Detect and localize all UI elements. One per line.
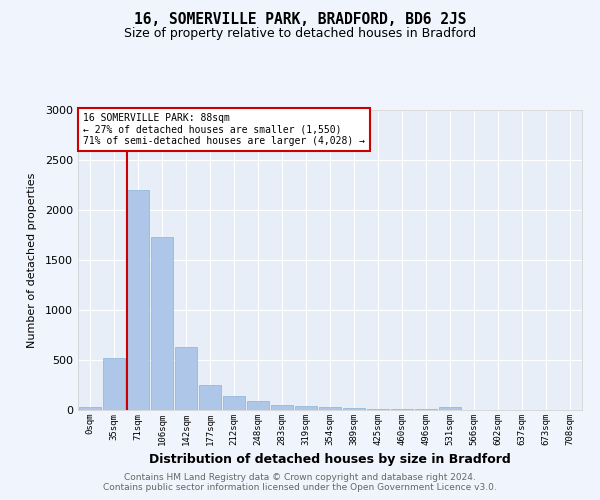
Bar (103, 358, 125, 410)
Bar (439, 407, 461, 410)
Bar (127, 190, 149, 410)
Bar (79, 407, 101, 410)
Text: Size of property relative to detached houses in Bradford: Size of property relative to detached ho… (124, 28, 476, 40)
Text: Contains HM Land Registry data © Crown copyright and database right 2024.: Contains HM Land Registry data © Crown c… (124, 474, 476, 482)
Y-axis label: Number of detached properties: Number of detached properties (26, 172, 37, 348)
Bar (199, 384, 221, 410)
Bar (367, 408, 389, 410)
Bar (319, 407, 341, 410)
X-axis label: Distribution of detached houses by size in Bradford: Distribution of detached houses by size … (149, 454, 511, 466)
Bar (175, 347, 197, 410)
Bar (271, 404, 293, 410)
Bar (391, 409, 413, 410)
Bar (223, 396, 245, 410)
Bar (295, 406, 317, 410)
Bar (343, 408, 365, 410)
Text: 16 SOMERVILLE PARK: 88sqm
← 27% of detached houses are smaller (1,550)
71% of se: 16 SOMERVILLE PARK: 88sqm ← 27% of detac… (83, 113, 365, 146)
Text: 16, SOMERVILLE PARK, BRADFORD, BD6 2JS: 16, SOMERVILLE PARK, BRADFORD, BD6 2JS (134, 12, 466, 28)
Bar (151, 237, 173, 410)
Text: Contains public sector information licensed under the Open Government Licence v3: Contains public sector information licen… (103, 484, 497, 492)
Bar (247, 401, 269, 410)
Bar (415, 409, 437, 410)
